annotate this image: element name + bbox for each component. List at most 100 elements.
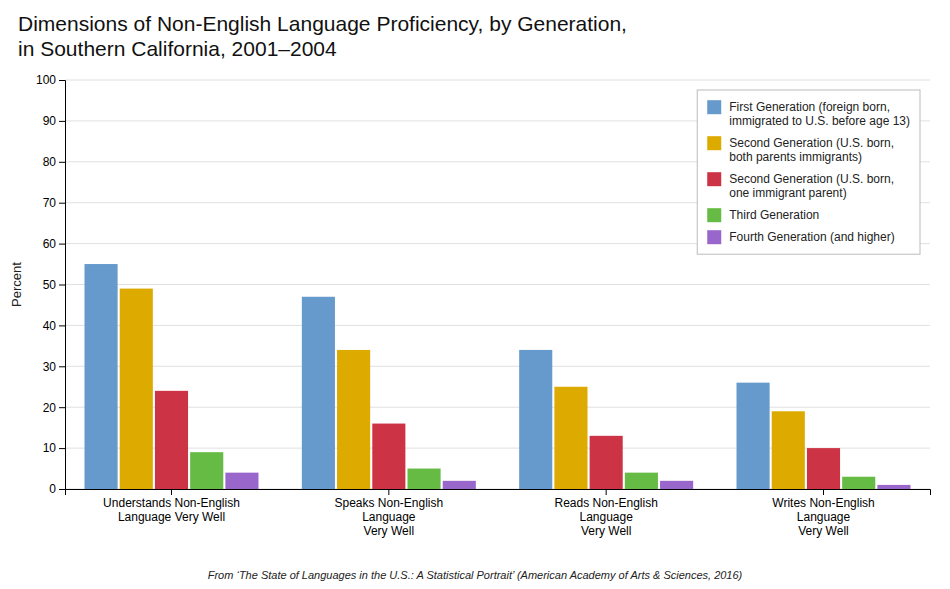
y-tick-label: 70: [43, 196, 57, 210]
x-tick-label: Writes Non-EnglishLanguageVery Well: [772, 496, 874, 539]
legend-label: First Generation (foreign born,immigrate…: [729, 100, 910, 128]
bar: [737, 383, 770, 489]
plot-area: 0 10 20 30 40 50 60 70 80 90 100 Understands Non-En…: [9, 73, 931, 538]
legend-label: Fourth Generation (and higher): [729, 230, 894, 244]
y-tick-label: 40: [43, 319, 57, 333]
legend-swatch: [707, 136, 721, 150]
grid-line: [65, 366, 930, 367]
x-tick-label-line: Understands Non-English: [103, 496, 240, 510]
grid-line: [65, 325, 930, 326]
bar: [625, 473, 658, 489]
y-tick-mark: [59, 203, 65, 204]
bar: [772, 411, 805, 489]
y-axis-title: Percent: [9, 262, 24, 307]
bar: [519, 350, 552, 489]
bar-series: [120, 289, 805, 489]
x-tick-label-line: Very Well: [798, 524, 848, 538]
y-tick-mark: [59, 407, 65, 408]
x-tick-mark: [606, 489, 607, 495]
title: Dimensions of Non-English Language Profi…: [18, 12, 627, 60]
x-tick-label-line: Reads Non-English: [554, 496, 657, 510]
y-axis-line: [59, 81, 66, 490]
legend-box: [697, 90, 920, 254]
y-tick: 60: [43, 237, 65, 251]
y-tick-label: 10: [43, 441, 57, 455]
legend-item: Fourth Generation (and higher): [707, 230, 894, 244]
y-tick-label: 20: [43, 401, 57, 415]
x-tick-label: Reads Non-EnglishLanguageVery Well: [554, 496, 657, 539]
grid-line: [65, 407, 930, 408]
y-tick-mark: [59, 366, 65, 367]
title-line: Dimensions of Non-English Language Profi…: [18, 12, 627, 35]
bar: [590, 436, 623, 489]
y-tick: 40: [43, 319, 65, 333]
legend-swatch: [707, 172, 721, 186]
y-tick: 70: [43, 196, 65, 210]
y-tick-label: 60: [43, 237, 57, 251]
y-tick-mark: [59, 285, 65, 286]
bar: [660, 481, 693, 489]
legend-item: Second Generation (U.S. born,both parent…: [707, 136, 894, 164]
y-tick: 0: [49, 482, 65, 496]
legend-label-line: First Generation (foreign born,: [729, 100, 890, 114]
bar: [337, 350, 370, 489]
legend-label-line: one immigrant parent): [729, 186, 846, 200]
legend-swatch: [707, 230, 721, 244]
x-tick: Writes Non-EnglishLanguageVery Well: [772, 489, 874, 538]
bar: [190, 452, 223, 489]
bar-series: [225, 473, 910, 489]
grid-line: [65, 80, 930, 81]
y-tick: 10: [43, 441, 65, 455]
legend-item: First Generation (foreign born,immigrate…: [707, 100, 910, 128]
x-tick-label-line: Language: [362, 510, 416, 524]
y-tick: 50: [43, 278, 65, 292]
y-tick-label: 50: [43, 278, 57, 292]
legend-swatch: [707, 208, 721, 222]
y-tick-label: 0: [49, 482, 56, 496]
y-tick-mark: [59, 162, 65, 163]
legend-label-line: Second Generation (U.S. born,: [729, 136, 894, 150]
legend-label-line: Second Generation (U.S. born,: [729, 172, 894, 186]
bar: [554, 387, 587, 489]
grid: [65, 80, 930, 489]
x-tick: Understands Non-EnglishLanguage Very Wel…: [103, 489, 240, 524]
x-tick-label-line: Language Very Well: [118, 510, 225, 524]
x-axis-line: [66, 490, 931, 496]
y-tick-mark: [59, 121, 65, 122]
legend-label: Second Generation (U.S. born,both parent…: [729, 136, 894, 164]
x-tick-label: Speaks Non-EnglishLanguageVery Well: [334, 496, 443, 539]
legend-label-line: both parents immigrants): [729, 150, 862, 164]
x-axis: Understands Non-EnglishLanguage Very Wel…: [66, 489, 931, 538]
x-tick-mark: [171, 489, 172, 495]
title-line: in Southern California, 2001–2004: [18, 37, 337, 60]
x-tick: Speaks Non-EnglishLanguageVery Well: [334, 489, 443, 538]
x-tick-label-line: Speaks Non-English: [334, 496, 443, 510]
legend-swatch: [707, 100, 721, 114]
bar-series: [85, 264, 770, 489]
bar: [443, 481, 476, 489]
bar-series: [190, 452, 875, 489]
y-tick: 100: [36, 73, 65, 87]
legend-item: Third Generation: [707, 208, 819, 222]
x-tick-label-line: Language: [579, 510, 633, 524]
legend-label: Second Generation (U.S. born,one immigra…: [729, 172, 894, 200]
y-tick-mark: [59, 80, 65, 81]
bar: [807, 448, 840, 489]
bar: [877, 485, 910, 489]
y-tick-mark: [59, 489, 65, 490]
legend-label-line: immigrated to U.S. before age 13): [729, 114, 910, 128]
legend-items: First Generation (foreign born,immigrate…: [707, 100, 910, 244]
legend-label-line: Fourth Generation (and higher): [729, 230, 894, 244]
bar: [155, 391, 188, 489]
bar-series: [155, 391, 840, 489]
bars: [85, 264, 911, 489]
y-tick: 30: [43, 360, 65, 374]
legend-label-line: Third Generation: [729, 208, 819, 222]
bar: [225, 473, 258, 489]
y-tick-label: 80: [43, 155, 57, 169]
legend-item: Second Generation (U.S. born,one immigra…: [707, 172, 894, 200]
x-tick-mark: [823, 489, 824, 495]
y-tick: 90: [43, 114, 65, 128]
bar: [407, 469, 440, 489]
y-tick-mark: [59, 244, 65, 245]
